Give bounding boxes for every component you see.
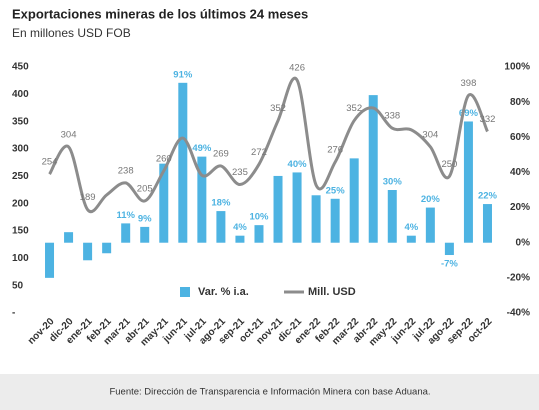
line-label: 250 xyxy=(441,159,457,170)
y-tick-label: 100 xyxy=(12,253,29,264)
y-tick-label: - xyxy=(12,308,15,319)
bar xyxy=(216,211,226,243)
bar xyxy=(273,175,283,243)
bar-label: 40% xyxy=(288,159,308,170)
legend-label: Mill. USD xyxy=(308,286,356,298)
source: Fuente: Dirección de Transparencia e Inf… xyxy=(109,387,430,398)
bar xyxy=(178,82,188,243)
bar-label: 22% xyxy=(478,191,498,202)
line-label: 269 xyxy=(213,148,229,159)
y-tick-label: 50 xyxy=(12,280,24,291)
bar xyxy=(121,223,131,243)
chart-subtitle: En millones USD FOB xyxy=(12,26,131,40)
bar xyxy=(64,232,74,243)
footer-band xyxy=(0,374,539,410)
bar-label: 18% xyxy=(211,198,231,209)
line-label: 260 xyxy=(156,153,172,164)
bar-label: 91% xyxy=(173,69,193,80)
bar-label: 11% xyxy=(116,210,135,221)
line-label: 189 xyxy=(80,192,96,203)
line-label: 426 xyxy=(289,63,305,74)
legend-label: Var. % i.a. xyxy=(198,286,249,298)
bar xyxy=(83,242,93,261)
line-label: 398 xyxy=(461,78,477,89)
bar xyxy=(444,242,454,256)
bar xyxy=(45,242,55,278)
bar-label: 49% xyxy=(192,143,212,154)
bar xyxy=(330,198,340,243)
bar-label: 25% xyxy=(326,185,346,196)
bar xyxy=(482,204,492,243)
bar-label: 20% xyxy=(421,194,441,205)
line-label: 352 xyxy=(270,103,286,114)
bar xyxy=(292,172,302,243)
y2-tick-label: 0% xyxy=(516,237,531,248)
y-tick-label: 200 xyxy=(12,198,29,209)
line xyxy=(48,76,489,214)
line-label: 205 xyxy=(137,183,153,194)
line-label: 338 xyxy=(384,111,400,122)
line-label: 238 xyxy=(118,165,134,176)
bar xyxy=(425,207,435,243)
y2-tick-label: 80% xyxy=(510,97,530,108)
line-label: 235 xyxy=(232,167,248,178)
y2-tick-label: -40% xyxy=(507,308,530,319)
y-tick-label: 400 xyxy=(12,89,29,100)
y2-tick-label: 40% xyxy=(510,167,530,178)
legend-swatch xyxy=(180,287,190,297)
bar xyxy=(368,95,378,243)
chart-title: Exportaciones mineras de los últimos 24 … xyxy=(12,6,308,21)
bar xyxy=(254,225,264,243)
bar xyxy=(311,195,321,243)
bar-label: 10% xyxy=(249,212,269,223)
y2-tick-label: -20% xyxy=(507,272,530,283)
line-label: 304 xyxy=(61,129,77,140)
line-label: 352 xyxy=(346,103,362,114)
line-label: 272 xyxy=(251,147,267,158)
line-label: 276 xyxy=(327,145,343,156)
y2-tick-label: 20% xyxy=(510,202,530,213)
y2-tick-label: 60% xyxy=(510,132,530,143)
y-tick-label: 250 xyxy=(12,171,29,182)
bar-label: 9% xyxy=(138,213,152,224)
bar-label: 30% xyxy=(383,177,403,188)
y-tick-label: 150 xyxy=(12,226,29,237)
bar xyxy=(463,121,473,243)
bar xyxy=(387,190,397,243)
bar xyxy=(159,163,169,243)
bar-label: 4% xyxy=(233,222,247,233)
bar xyxy=(102,242,112,254)
y2-tick-label: 100% xyxy=(504,62,530,73)
line-label: 304 xyxy=(422,129,438,140)
bar xyxy=(235,235,245,243)
bar-label: -7% xyxy=(441,259,458,270)
line-label: 254 xyxy=(42,157,58,168)
line-label: 332 xyxy=(480,114,496,125)
bar-label: 69% xyxy=(459,108,479,119)
y-tick-label: 350 xyxy=(12,116,29,127)
y-tick-label: 300 xyxy=(12,144,29,155)
bar xyxy=(406,235,416,243)
bar xyxy=(349,158,359,243)
y-tick-label: 450 xyxy=(12,62,29,73)
bar xyxy=(197,156,207,243)
bar xyxy=(140,226,150,243)
bar-label: 4% xyxy=(404,222,418,233)
